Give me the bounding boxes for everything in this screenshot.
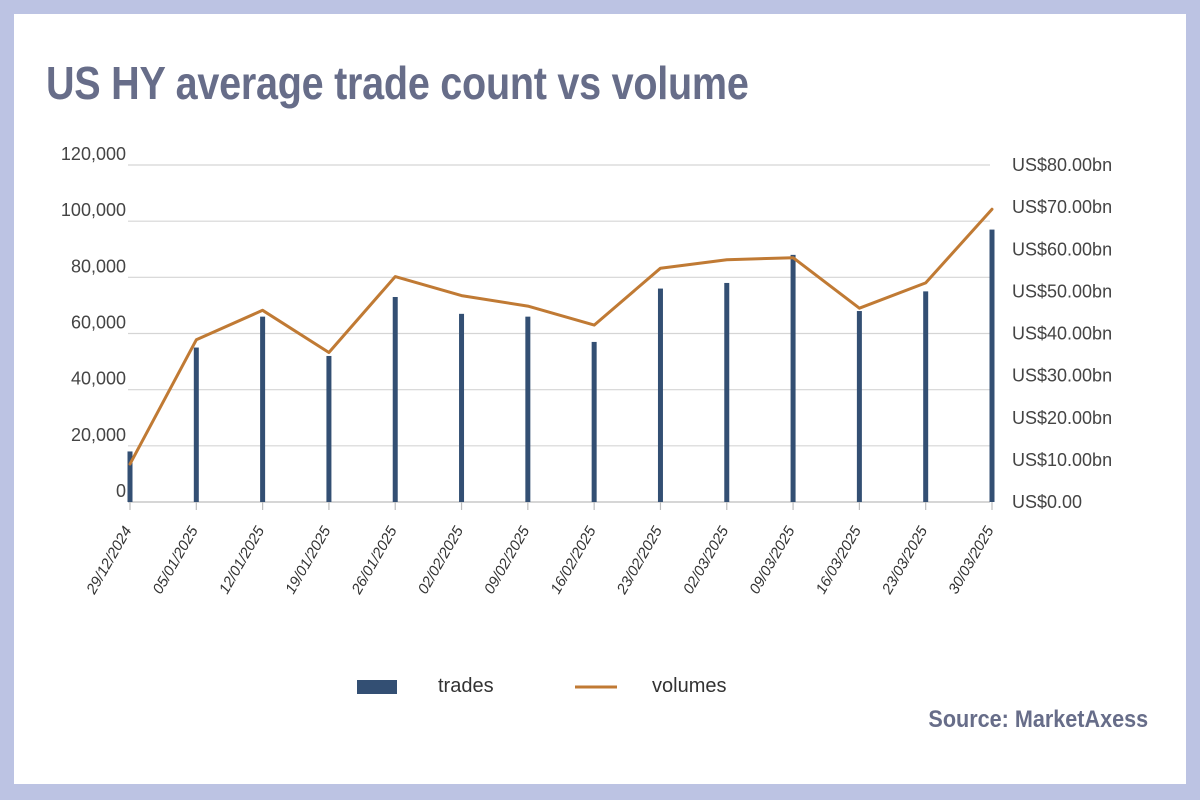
volumes-line-group	[128, 207, 994, 466]
x-tick-label: 29/12/2024	[83, 524, 136, 598]
legend: trades volumes	[357, 675, 726, 697]
trades-bar	[127, 451, 133, 502]
chart-title: US HY average trade count vs volume	[46, 57, 749, 109]
x-tick-label: 12/01/2025	[216, 523, 269, 597]
trades-bar	[724, 282, 730, 502]
left-tick-label: 100,000	[61, 200, 126, 220]
x-tick-label: 09/03/2025	[746, 523, 799, 597]
right-tick-label: US$50.00bn	[1012, 281, 1112, 301]
left-tick-label: 60,000	[71, 313, 126, 333]
right-axis: US$0.00 US$10.00bn US$20.00bn US$30.00bn US$…	[1012, 155, 1112, 512]
source-note: Source: MarketAxess	[928, 706, 1148, 733]
x-tick-label: 26/01/2025	[348, 523, 401, 598]
left-axis: 0 20,000 40,000 60,000 80,000 100,000 120,000	[61, 144, 126, 501]
right-tick-label: US$0.00	[1012, 492, 1082, 512]
right-tick-label: US$20.00bn	[1012, 408, 1112, 428]
x-tick-label: 02/03/2025	[680, 523, 733, 597]
left-tick-label: 0	[116, 481, 126, 501]
x-tick-label: 19/01/2025	[282, 523, 335, 597]
left-tick-label: 80,000	[71, 256, 126, 276]
trades-bar	[392, 296, 398, 502]
x-tick-label: 23/02/2025	[613, 523, 666, 598]
right-tick-label: US$60.00bn	[1012, 239, 1112, 259]
gridlines	[128, 164, 990, 503]
trades-bar	[790, 254, 796, 502]
x-tick-label: 30/03/2025	[945, 523, 998, 597]
trades-bar	[923, 291, 929, 502]
left-tick-label: 20,000	[71, 425, 126, 445]
x-axis: 29/12/2024 05/01/2025 12/01/2025 19/01/2025…	[83, 502, 998, 598]
right-tick-label: US$70.00bn	[1012, 197, 1112, 217]
x-tick-label: 23/03/2025	[878, 523, 931, 598]
legend-trades-swatch	[357, 680, 397, 694]
x-tick-label: 05/01/2025	[150, 523, 203, 597]
left-tick-label: 40,000	[71, 369, 126, 389]
x-tick-label: 16/03/2025	[813, 523, 866, 597]
right-tick-label: US$30.00bn	[1012, 366, 1112, 386]
trades-bar	[193, 347, 199, 502]
trades-bar	[260, 316, 266, 502]
volumes-line	[128, 207, 994, 466]
right-tick-label: US$80.00bn	[1012, 155, 1112, 175]
x-tick-label: 16/02/2025	[547, 523, 600, 597]
x-tick-label: 09/02/2025	[481, 523, 534, 597]
trades-bar	[525, 316, 531, 502]
trades-bar	[591, 341, 597, 502]
legend-trades-label: trades	[438, 675, 494, 697]
left-tick-label: 120,000	[61, 144, 126, 164]
right-tick-label: US$40.00bn	[1012, 324, 1112, 344]
x-tick-label: 02/02/2025	[415, 523, 468, 597]
trades-bar	[657, 288, 663, 502]
trades-bar	[459, 313, 465, 502]
trades-bars	[127, 229, 995, 502]
trades-bar	[856, 311, 862, 502]
trades-bar	[326, 355, 332, 502]
trades-bar	[989, 229, 995, 502]
right-tick-label: US$10.00bn	[1012, 450, 1112, 470]
legend-volumes-label: volumes	[652, 675, 726, 697]
